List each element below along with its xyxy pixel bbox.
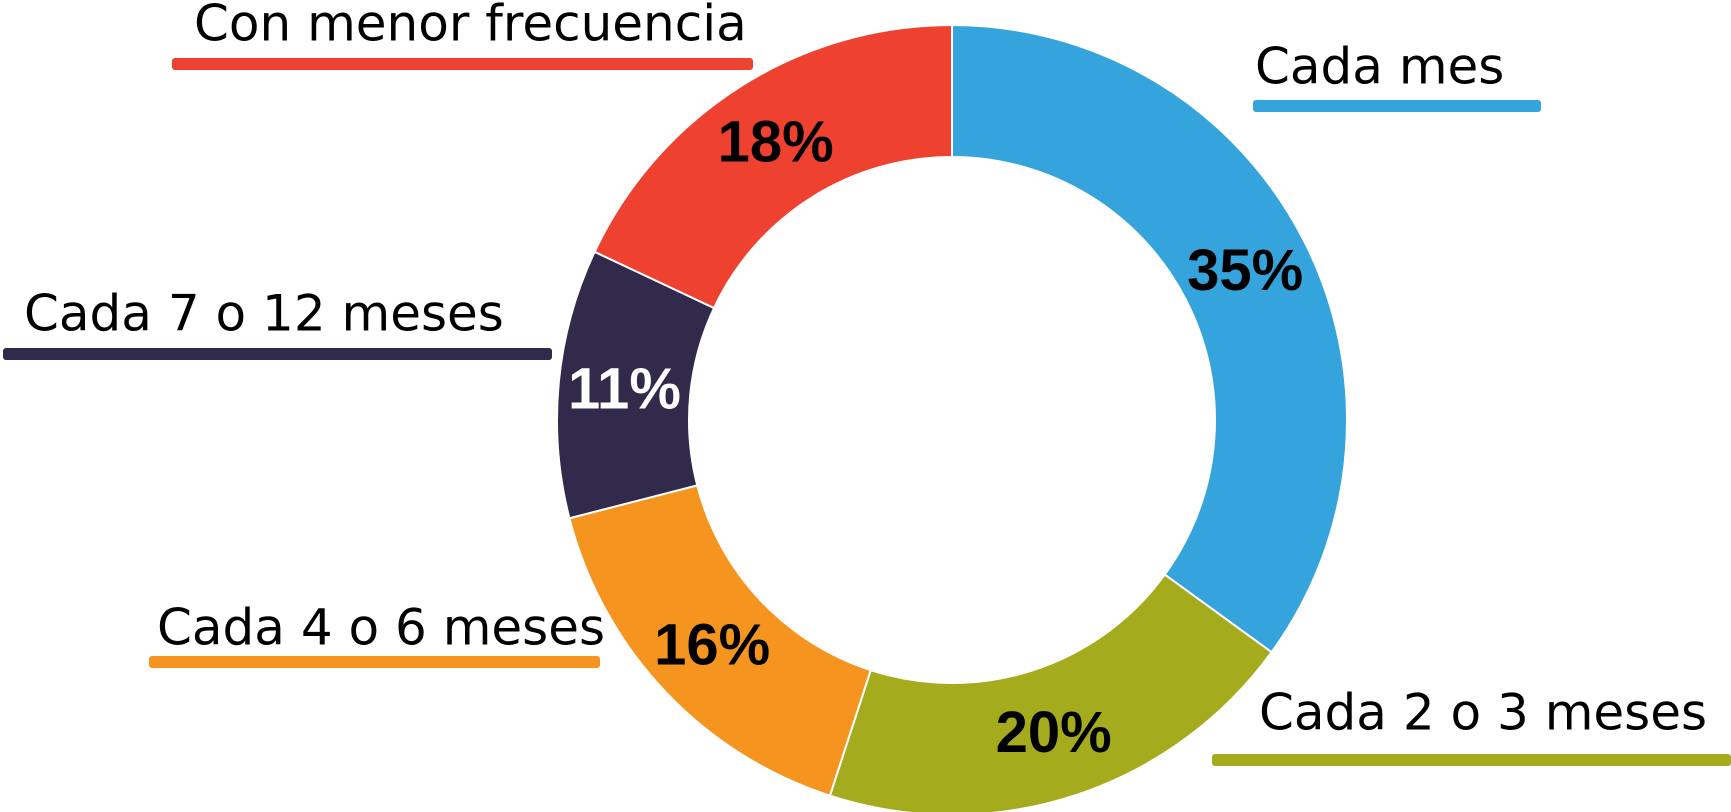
legend-label: Cada 7 o 12 meses bbox=[24, 285, 504, 343]
data-label: 18% bbox=[718, 110, 834, 175]
legend-bar bbox=[149, 656, 600, 668]
legend-bar bbox=[172, 58, 753, 70]
legend-label: Cada mes bbox=[1255, 38, 1504, 96]
legend-label: Con menor frecuencia bbox=[194, 0, 747, 53]
legend-bar bbox=[3, 348, 552, 360]
data-label: 20% bbox=[996, 700, 1112, 765]
legend-bar bbox=[1212, 754, 1731, 766]
donut-slice bbox=[593, 23, 953, 310]
data-label: 16% bbox=[654, 613, 770, 678]
legend-label: Cada 2 o 3 meses bbox=[1259, 684, 1707, 742]
legend-label: Cada 4 o 6 meses bbox=[157, 599, 605, 657]
donut-slice bbox=[828, 573, 1273, 812]
data-label: 11% bbox=[568, 356, 681, 421]
legend-bar bbox=[1253, 100, 1541, 112]
donut-slice bbox=[951, 23, 1348, 654]
data-label: 35% bbox=[1187, 238, 1303, 303]
